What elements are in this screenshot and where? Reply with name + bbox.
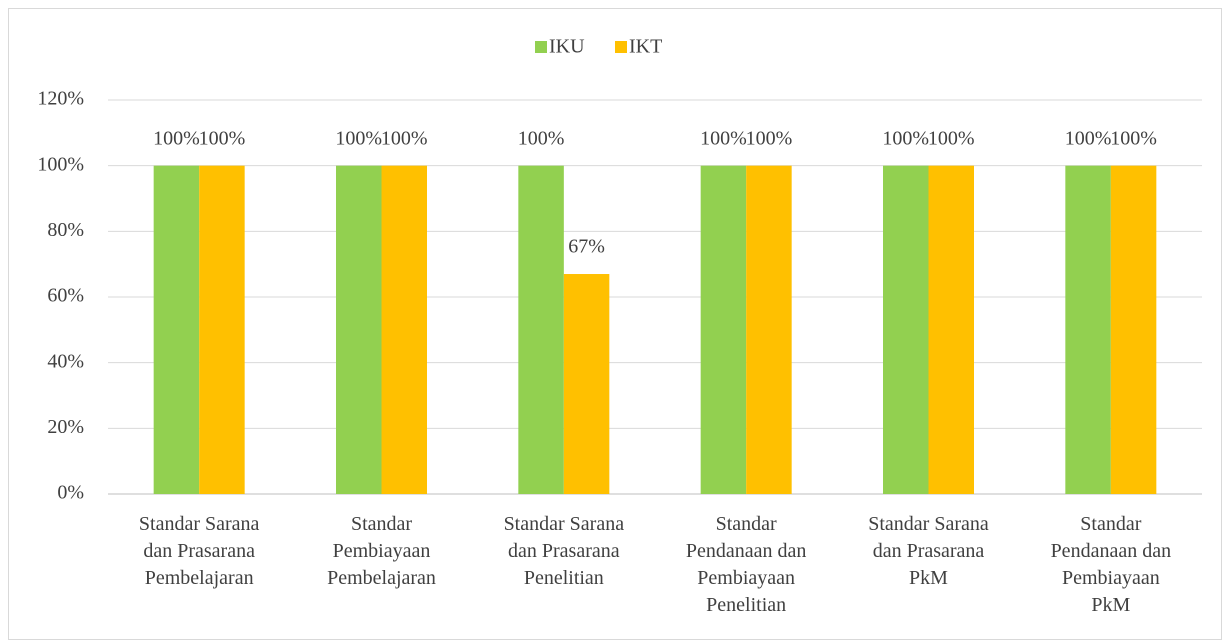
x-tick-label: Standar Sarana dan Prasarana Penelitian xyxy=(504,513,625,589)
x-tick-label: Standar Sarana dan Prasarana PkM xyxy=(868,513,989,589)
data-label: 100% xyxy=(335,127,382,149)
bar xyxy=(153,165,200,494)
bar xyxy=(518,165,564,494)
bar xyxy=(746,165,792,494)
y-tick-label: 80% xyxy=(47,219,84,241)
data-label: 100% xyxy=(1110,127,1157,149)
data-label: 100% xyxy=(381,127,428,149)
data-label: 100% xyxy=(518,127,565,149)
x-tick-label: Standar Pembiayaan Pembelajaran xyxy=(327,513,436,589)
y-tick-label: 60% xyxy=(47,285,84,307)
x-tick-label: Standar Pendanaan dan Pembiayaan PkM xyxy=(1051,513,1172,616)
bar xyxy=(1065,165,1111,494)
bar xyxy=(928,165,974,494)
legend-swatch xyxy=(535,41,547,53)
x-tick-label: Standar Sarana dan Prasarana Pembelajaran xyxy=(139,513,260,589)
data-label: 100% xyxy=(153,127,200,149)
y-tick-label: 20% xyxy=(47,416,84,438)
bar xyxy=(199,165,245,494)
data-label: 100% xyxy=(700,127,747,149)
bar xyxy=(381,165,427,494)
data-label: 100% xyxy=(928,127,975,149)
bar xyxy=(563,274,610,494)
y-tick-label: 100% xyxy=(37,153,84,175)
y-tick-label: 40% xyxy=(47,350,84,372)
y-tick-label: 120% xyxy=(37,88,84,110)
data-label: 67% xyxy=(568,236,605,258)
bar xyxy=(700,165,747,494)
data-label: 100% xyxy=(882,127,929,149)
x-tick-label: Standar Pendanaan dan Pembiayaan Penelitian xyxy=(686,513,807,616)
y-tick-label: 0% xyxy=(57,482,84,504)
legend-swatch xyxy=(615,41,627,53)
legend-label: IKT xyxy=(629,36,662,58)
data-label: 100% xyxy=(1065,127,1112,149)
legend-label: IKU xyxy=(549,36,585,58)
bar xyxy=(1110,165,1157,494)
data-label: 100% xyxy=(746,127,793,149)
data-label: 100% xyxy=(199,127,246,149)
bar xyxy=(883,165,929,494)
bar xyxy=(336,165,382,494)
